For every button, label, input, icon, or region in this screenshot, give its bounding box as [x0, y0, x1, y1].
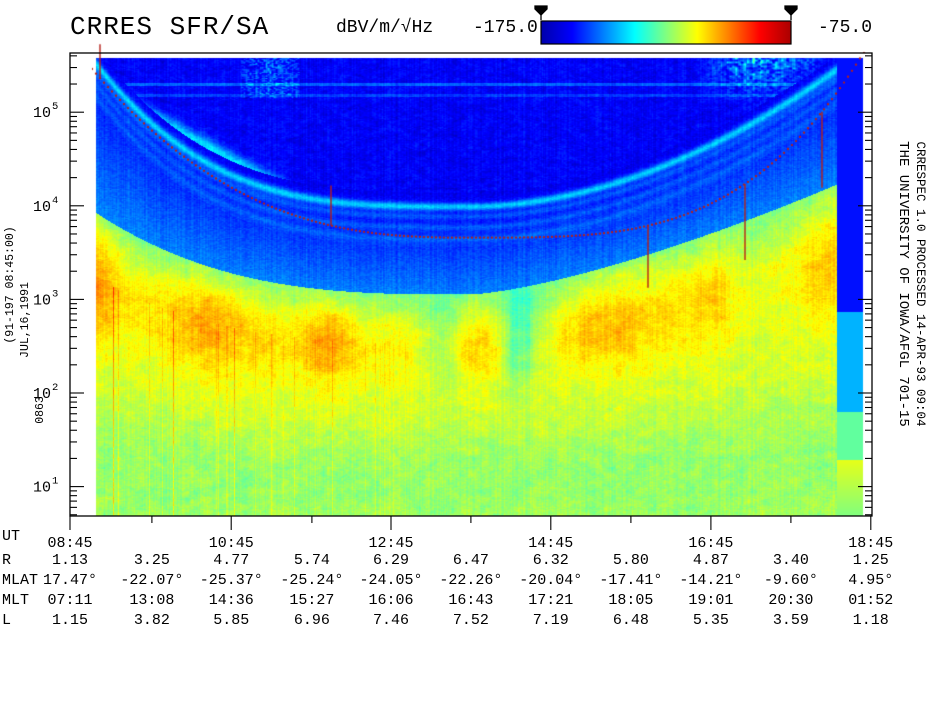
svg-text:4.77: 4.77	[213, 552, 249, 569]
svg-text:-24.05°: -24.05°	[359, 572, 422, 589]
svg-text:13:08: 13:08	[129, 592, 174, 609]
svg-text:CRRES SFR/SA: CRRES SFR/SA	[70, 12, 269, 42]
svg-text:-25.37°: -25.37°	[200, 572, 263, 589]
svg-text:2: 2	[52, 382, 58, 394]
svg-text:3.82: 3.82	[134, 612, 170, 629]
svg-text:-17.41°: -17.41°	[599, 572, 662, 589]
svg-text:-20.04°: -20.04°	[519, 572, 582, 589]
svg-text:10:45: 10:45	[209, 535, 254, 552]
svg-text:-9.60°: -9.60°	[764, 572, 818, 589]
svg-text:17.47°: 17.47°	[43, 572, 97, 589]
svg-text:-75.0: -75.0	[818, 18, 872, 38]
svg-text:3: 3	[52, 288, 58, 300]
svg-text:4.87: 4.87	[693, 552, 729, 569]
svg-text:6.32: 6.32	[533, 552, 569, 569]
svg-text:-175.0: -175.0	[473, 18, 538, 38]
svg-text:6.48: 6.48	[613, 612, 649, 629]
svg-text:JUL,16,1991: JUL,16,1991	[19, 282, 32, 358]
svg-text:5.80: 5.80	[613, 552, 649, 569]
svg-text:THE UNIVERSITY OF IOWA/AFGL 7: THE UNIVERSITY OF IOWA/AFGL 701-15	[895, 141, 911, 427]
svg-text:1.15: 1.15	[52, 612, 88, 629]
svg-text:3.59: 3.59	[773, 612, 809, 629]
svg-text:7.19: 7.19	[533, 612, 569, 629]
svg-text:MLT: MLT	[2, 592, 29, 609]
svg-text:19:01: 19:01	[688, 592, 733, 609]
svg-text:1.18: 1.18	[853, 612, 889, 629]
svg-text:CRRESPEC 1.0 PROCESSED 14-APR: CRRESPEC 1.0 PROCESSED 14-APR-93 09:04	[913, 141, 927, 426]
svg-text:5: 5	[52, 101, 58, 113]
svg-text:14:36: 14:36	[209, 592, 254, 609]
svg-text:4: 4	[52, 195, 58, 207]
svg-text:0863: 0863	[34, 396, 47, 424]
svg-text:3.25: 3.25	[134, 552, 170, 569]
svg-text:(91-197 08:45:00): (91-197 08:45:00)	[4, 226, 17, 343]
svg-text:16:45: 16:45	[688, 535, 733, 552]
svg-text:08:45: 08:45	[47, 535, 92, 552]
svg-text:7.52: 7.52	[453, 612, 489, 629]
svg-text:4.95°: 4.95°	[848, 572, 893, 589]
svg-text:6.96: 6.96	[294, 612, 330, 629]
svg-text:L: L	[2, 612, 11, 629]
svg-text:10: 10	[33, 199, 51, 216]
svg-text:6.29: 6.29	[373, 552, 409, 569]
svg-text:1: 1	[52, 476, 58, 488]
svg-text:18:05: 18:05	[608, 592, 653, 609]
svg-text:15:27: 15:27	[289, 592, 334, 609]
svg-text:-22.07°: -22.07°	[120, 572, 183, 589]
svg-text:10: 10	[33, 480, 51, 497]
svg-text:16:06: 16:06	[368, 592, 413, 609]
svg-text:01:52: 01:52	[848, 592, 893, 609]
svg-text:17:21: 17:21	[528, 592, 573, 609]
svg-text:-25.24°: -25.24°	[280, 572, 343, 589]
svg-text:R: R	[2, 552, 11, 569]
svg-text:6.47: 6.47	[453, 552, 489, 569]
svg-text:14:45: 14:45	[528, 535, 573, 552]
svg-text:UT: UT	[2, 528, 20, 545]
svg-text:-22.26°: -22.26°	[439, 572, 502, 589]
svg-text:-14.21°: -14.21°	[679, 572, 742, 589]
svg-text:5.85: 5.85	[213, 612, 249, 629]
svg-text:1.13: 1.13	[52, 552, 88, 569]
svg-text:5.74: 5.74	[294, 552, 330, 569]
svg-text:5.35: 5.35	[693, 612, 729, 629]
svg-text:16:43: 16:43	[448, 592, 493, 609]
svg-text:7.46: 7.46	[373, 612, 409, 629]
svg-text:10: 10	[33, 105, 51, 122]
svg-text:dBV/m/√Hz: dBV/m/√Hz	[336, 17, 433, 38]
svg-text:MLAT: MLAT	[2, 572, 38, 589]
svg-text:12:45: 12:45	[368, 535, 413, 552]
svg-text:07:11: 07:11	[47, 592, 92, 609]
svg-text:20:30: 20:30	[768, 592, 813, 609]
svg-text:3.40: 3.40	[773, 552, 809, 569]
svg-text:10: 10	[33, 292, 51, 309]
svg-text:1.25: 1.25	[853, 552, 889, 569]
svg-text:18:45: 18:45	[848, 535, 893, 552]
